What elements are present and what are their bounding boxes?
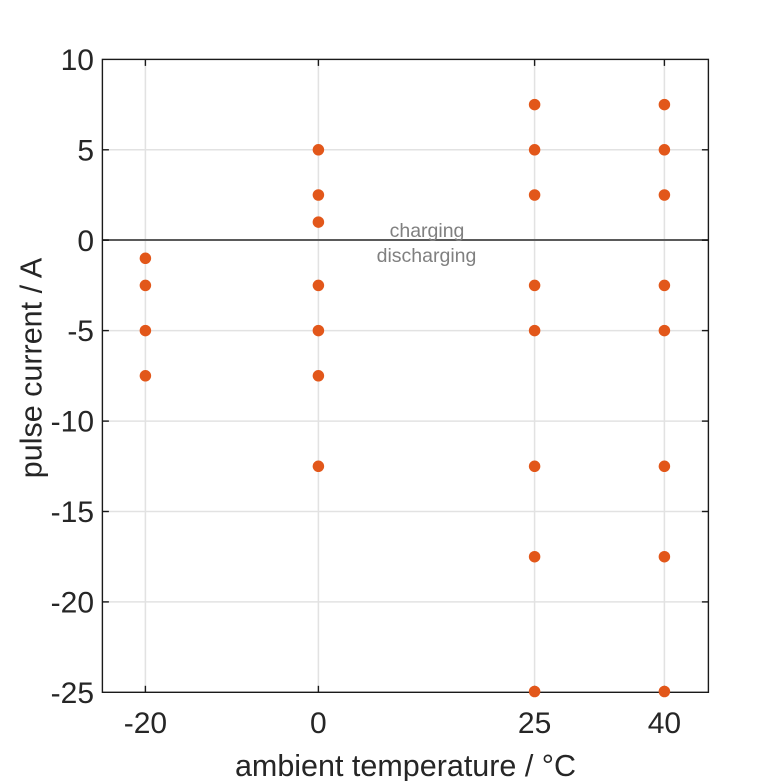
svg-text:25: 25 [518,707,551,740]
svg-text:-10: -10 [51,406,94,439]
svg-text:10: 10 [61,44,94,77]
svg-text:discharging: discharging [377,245,477,267]
svg-text:-25: -25 [51,677,94,710]
svg-text:-15: -15 [51,496,94,529]
svg-text:40: 40 [648,707,681,740]
svg-text:0: 0 [77,225,94,258]
svg-text:-5: -5 [67,315,94,348]
svg-text:0: 0 [310,707,327,740]
svg-text:5: 5 [77,134,94,167]
svg-text:-20: -20 [51,587,94,620]
svg-text:charging: charging [390,220,465,242]
svg-text:ambient temperature / °C: ambient temperature / °C [235,749,576,781]
svg-text:pulse current / A: pulse current / A [15,257,49,478]
svg-text:-20: -20 [124,707,167,740]
